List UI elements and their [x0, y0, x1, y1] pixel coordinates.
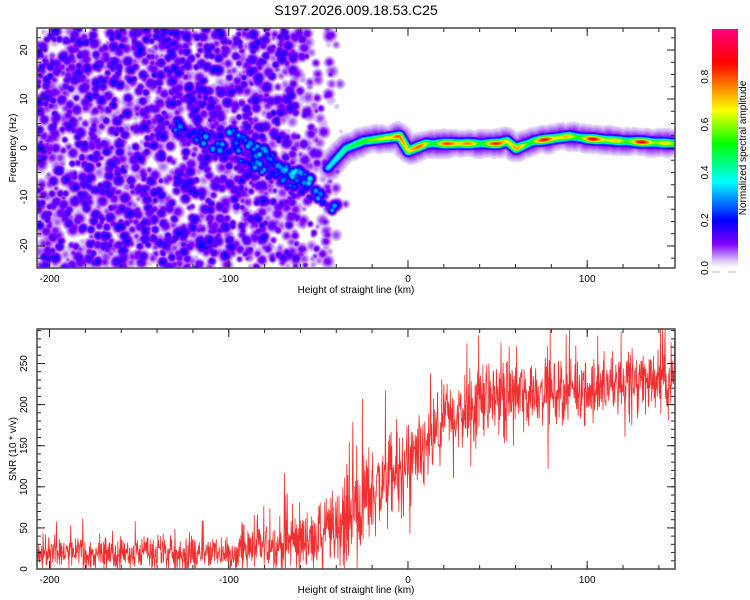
snr-xtick-label: 0 — [405, 575, 411, 586]
snr-ytick-label: 100 — [19, 478, 30, 495]
snr-ytick-label: 0 — [19, 566, 30, 572]
spectrogram-ytick-label: 0 — [19, 145, 30, 151]
snr-ytick-label: 150 — [19, 437, 30, 454]
snr-xtick-label: -100 — [219, 575, 239, 586]
colorbar-gradient — [712, 29, 738, 268]
colorbar-ticks: 0.0 0.2 0.4 0.6 0.8 — [700, 69, 736, 275]
spectrogram-xlabel: Height of straight line (km) — [298, 285, 415, 296]
spectrogram-ytick-label: 20 — [19, 44, 30, 56]
snr-ytick-label: 50 — [19, 522, 30, 534]
spectrogram-ytick-label: -20 — [19, 238, 30, 253]
snr-frame — [36, 328, 676, 570]
snr-xlabel: Height of straight line (km) — [298, 585, 415, 596]
spectrogram-ytick-label: -10 — [19, 189, 30, 204]
colorbar-label: Normalized spectral amplitude — [738, 80, 749, 215]
spectrogram-frame — [36, 27, 676, 269]
spectrogram-ylabel: Frequency (Hz) — [8, 114, 19, 183]
snr-xtick-label: 100 — [579, 575, 596, 586]
colorbar-tick-label: 0.8 — [700, 69, 711, 83]
colorbar: 0.0 0.2 0.4 0.6 0.8 Normalized spectral ampl… — [700, 29, 749, 275]
spectrogram-image — [37, 28, 675, 268]
colorbar-tick-label: 0.4 — [700, 165, 711, 179]
spectrogram-xtick-label: 0 — [405, 274, 411, 285]
snr-panel: -200 -100 0 100 0 50 100 150 200 250 Height of st… — [8, 328, 676, 596]
spectrogram-ytick-label: 10 — [19, 93, 30, 105]
snr-xtick-label: -200 — [40, 575, 60, 586]
snr-ytick-label: 250 — [19, 355, 30, 372]
colorbar-tick-label: 0.0 — [700, 261, 711, 275]
snr-plot-area — [37, 329, 675, 569]
snr-series-line — [36, 328, 676, 569]
colorbar-tick-label: 0.2 — [700, 213, 711, 227]
spectrogram-xtick-label: -200 — [40, 274, 60, 285]
spectrogram-image-container — [37, 28, 675, 268]
snr-ytick-label: 200 — [19, 396, 30, 413]
snr-ylabel: SNR (10 * v/v) — [8, 417, 19, 481]
spectrogram-xtick-label: 100 — [579, 274, 596, 285]
colorbar-tick-label: 0.6 — [700, 117, 711, 131]
figure-title: S197.2026.009.18.53.C25 — [274, 2, 438, 18]
spectrogram-xtick-label: -100 — [219, 274, 239, 285]
